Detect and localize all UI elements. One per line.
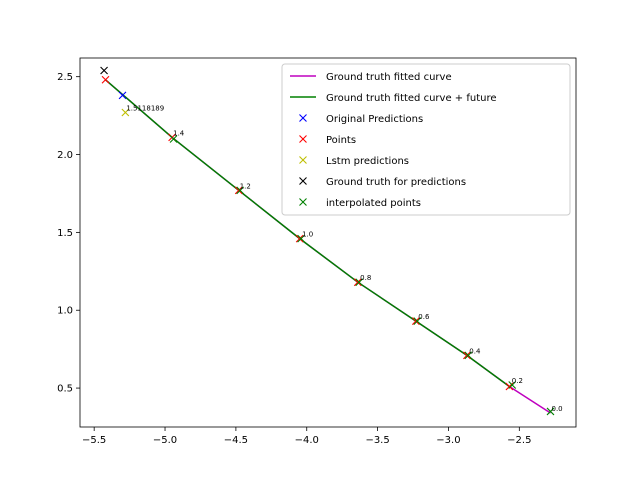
annotation-label: 1.2	[240, 182, 251, 190]
marker-s6-0	[546, 407, 555, 416]
legend-entry: Ground truth for predictions	[326, 177, 466, 188]
annotation-label: 0.2	[512, 377, 523, 385]
marker-s3-5	[234, 186, 243, 195]
legend-swatch	[299, 114, 307, 122]
x-tick-label: −3.0	[436, 435, 460, 446]
legend-swatch	[299, 156, 307, 164]
x-tick-label: −5.5	[82, 435, 106, 446]
y-tick-label: 2.5	[57, 72, 73, 83]
axes-frame	[79, 57, 577, 428]
marker-s3-2	[411, 317, 420, 326]
legend-swatch	[299, 177, 307, 185]
x-tick-label: −4.0	[295, 435, 319, 446]
x-tick-label: −3.5	[365, 435, 389, 446]
marker-s6-5	[297, 234, 305, 243]
legend-entry: Lstm predictions	[326, 156, 409, 167]
y-tick-label: 1.5	[57, 228, 73, 239]
annotation-label: 0.0	[551, 405, 562, 413]
legend-swatch	[299, 135, 307, 143]
marker-s4-0	[121, 108, 130, 117]
marker-s2-0	[118, 91, 127, 100]
legend: Ground truth fitted curve Ground truth fi…	[281, 63, 571, 216]
marker-s6-1	[508, 381, 517, 389]
y-tick-label: 1.0	[57, 306, 73, 317]
marker-s6-3	[413, 317, 422, 326]
legend-box	[281, 63, 571, 216]
annotation-label: 1.0	[302, 231, 313, 239]
x-tick-label: −5.0	[153, 435, 177, 446]
legend-entry: Ground truth fitted curve + future	[326, 93, 497, 104]
x-tick-label: −4.5	[224, 435, 248, 446]
marker-s3-1	[462, 351, 471, 360]
marker-s6-7	[169, 135, 178, 143]
marker-s6-2	[464, 351, 473, 360]
legend-entry: Ground truth fitted curve	[326, 72, 452, 83]
marker-s3-7	[101, 75, 110, 84]
y-tick-label: 0.5	[57, 384, 73, 395]
annotation-label: 0.4	[469, 347, 481, 355]
annotation-label: 0.6	[418, 313, 430, 321]
legend-swatch	[299, 198, 307, 206]
legend-entry: Original Predictions	[326, 114, 423, 125]
legend-entry: interpolated points	[326, 198, 421, 209]
axes: −5.5 −5.0 −4.5 −4.0 −3.5 −3.0 −2.5 0.5 1.0 1.5 2.0…	[57, 72, 531, 446]
marker-s6-6	[236, 186, 245, 195]
annotation-label: 1.4	[173, 129, 185, 137]
annotation-label: 0.8	[360, 274, 371, 282]
marker-s5-0	[100, 66, 108, 75]
y-tick-label: 2.0	[57, 150, 73, 161]
legend-entry: Points	[326, 135, 356, 146]
x-tick-label: −2.5	[507, 435, 531, 446]
marker-s6-4	[355, 278, 364, 287]
marker-s3-3	[353, 278, 362, 287]
plot-area: 0.0 0.2 0.4 0.6 0.8 1.0 1.2 1.4 1.5118189	[100, 66, 563, 416]
annotation-label: 1.5118189	[126, 104, 164, 112]
marker-s3-4	[295, 234, 304, 243]
